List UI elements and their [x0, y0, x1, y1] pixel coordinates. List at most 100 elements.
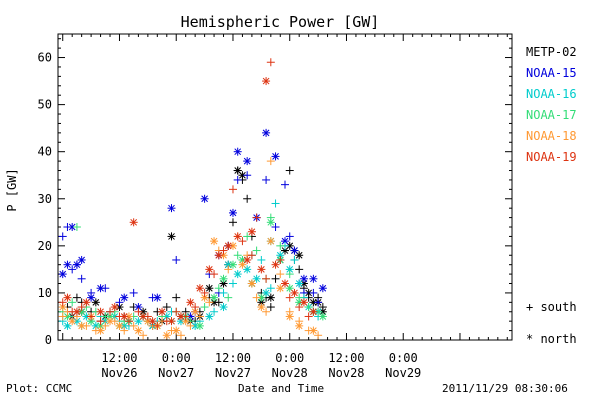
south-point [252, 246, 261, 255]
y-tick-label: 10 [38, 286, 52, 300]
south-point [271, 274, 280, 283]
south-point [58, 312, 67, 321]
north-point [200, 293, 209, 302]
south-point [304, 312, 313, 321]
north-point [134, 326, 143, 335]
south-point [134, 307, 143, 316]
north-point [148, 317, 157, 326]
north-point [158, 307, 167, 316]
south-point [219, 288, 228, 297]
north-point [318, 312, 327, 321]
north-point [87, 317, 96, 326]
south-point [186, 321, 195, 330]
x-tick-date-label: Nov27 [158, 366, 194, 380]
footer-timestamp: 2011/11/29 08:30:06 [442, 382, 568, 395]
north-point [281, 279, 289, 288]
south-point [266, 284, 275, 293]
north-point [195, 321, 204, 330]
north-point [309, 307, 318, 316]
south-point [68, 298, 77, 307]
north-point [295, 279, 304, 288]
south-point [115, 298, 124, 307]
north-point [153, 293, 162, 302]
south-point [285, 293, 294, 302]
south-point [172, 307, 181, 316]
y-tick-label: 30 [38, 192, 52, 206]
x-tick-date-label: Nov28 [272, 366, 308, 380]
north-point [271, 260, 280, 269]
south-point [210, 270, 219, 279]
north-point [295, 321, 304, 330]
south-point [243, 194, 252, 203]
north-point [58, 270, 67, 279]
north-point [172, 326, 181, 335]
north-point [262, 128, 271, 137]
north-point [120, 312, 129, 321]
x-tick-time-label: 0:00 [275, 351, 304, 365]
data-points [58, 58, 327, 340]
south-point [262, 274, 271, 283]
north-point [77, 255, 86, 264]
south-point [205, 298, 214, 307]
north-point [96, 326, 105, 335]
south-point [276, 255, 285, 264]
legend-entry: METP-02 [526, 45, 577, 59]
south-point [314, 298, 323, 307]
y-tick-label: 40 [38, 145, 52, 159]
south-point [214, 284, 223, 293]
north-point [262, 77, 271, 86]
south-point [247, 251, 256, 260]
south-point [58, 298, 67, 307]
north-point [290, 246, 299, 255]
north-point [243, 255, 252, 264]
north-point [228, 260, 237, 269]
chart-title: Hemispheric Power [GW] [181, 13, 380, 31]
north-point [68, 317, 77, 326]
north-point [205, 284, 214, 293]
north-point [214, 251, 223, 260]
y-axis-label: P [GW] [5, 168, 19, 211]
south-point [233, 251, 242, 260]
x-tick-date-label: Nov28 [328, 366, 364, 380]
south-point [252, 213, 261, 222]
north-point [63, 293, 72, 302]
south-point [276, 270, 285, 279]
footer-plot-credit: Plot: CCMC [6, 382, 73, 395]
south-point [200, 288, 209, 297]
south-point [314, 331, 323, 340]
x-tick-date-label: Nov29 [385, 366, 421, 380]
south-point [77, 303, 86, 312]
south-point [87, 312, 96, 321]
north-point [167, 317, 176, 326]
legend-north-marker: * north [526, 332, 577, 346]
y-tick-label: 20 [38, 239, 52, 253]
south-point [224, 265, 233, 274]
south-point [252, 293, 261, 302]
north-point [309, 274, 318, 283]
south-point [304, 303, 313, 312]
south-point [257, 255, 266, 264]
legend: METP-02 NOAA-15 NOAA-16 NOAA-17 NOAA-18 NOAA-… [526, 45, 577, 164]
north-point [219, 274, 228, 283]
south-point [219, 246, 228, 255]
north-point [129, 218, 138, 227]
south-point [233, 175, 242, 184]
north-point [266, 218, 275, 227]
north-point [120, 293, 129, 302]
south-point [172, 293, 181, 302]
north-point [219, 303, 228, 312]
north-point [195, 284, 204, 293]
legend-entry: NOAA-17 [526, 108, 577, 122]
south-point [172, 255, 181, 264]
south-point [153, 321, 162, 330]
north-point [200, 194, 209, 203]
south-point [101, 321, 110, 330]
north-point [72, 307, 81, 316]
north-point [243, 157, 252, 166]
north-point [233, 147, 242, 156]
north-point [318, 284, 327, 293]
north-point [106, 317, 115, 326]
north-point [228, 208, 237, 217]
south-point [139, 331, 148, 340]
